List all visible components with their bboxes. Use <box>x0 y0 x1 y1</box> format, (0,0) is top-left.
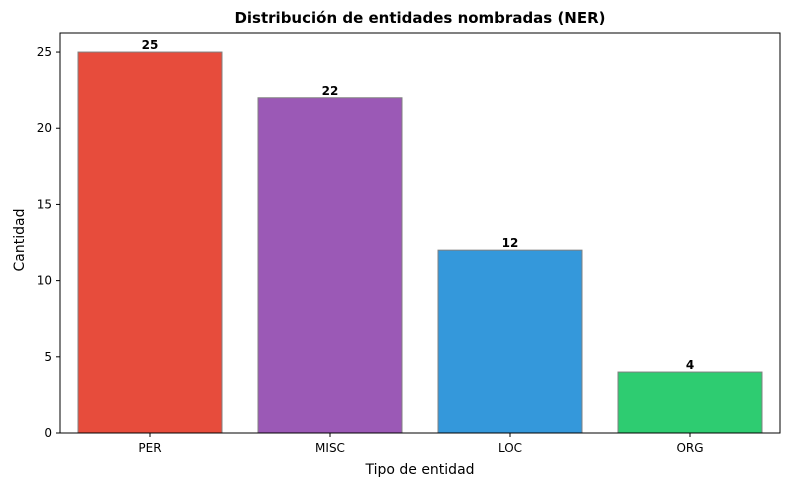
bar-loc <box>437 249 583 434</box>
y-tick-label: 10 <box>37 274 52 288</box>
plot-area: 25 PER 22 MISC 12 LOC 4 ORG 0 5 10 15 20 25 <box>37 32 781 455</box>
x-tick-label: LOC <box>498 441 522 455</box>
y-tick-label: 25 <box>37 45 52 59</box>
x-tick-label: MISC <box>315 441 345 455</box>
bar-value-label: 12 <box>502 236 519 250</box>
bar-value-label: 25 <box>142 38 159 52</box>
y-tick-label: 15 <box>37 197 52 211</box>
bar-misc <box>257 97 403 434</box>
x-tick-label: ORG <box>676 441 703 455</box>
y-tick-label: 5 <box>44 350 52 364</box>
bar-per <box>77 51 223 434</box>
bar-value-label: 22 <box>322 84 339 98</box>
bar-org <box>617 371 763 434</box>
y-axis-label-group: Cantidad <box>12 209 28 272</box>
bar-value-label: 4 <box>686 358 694 372</box>
plot-frame <box>59 32 781 434</box>
chart-title: Distribución de entidades nombradas (NER… <box>234 9 605 27</box>
x-tick-label: PER <box>138 441 161 455</box>
y-tick-label: 0 <box>44 426 52 440</box>
x-axis-label: Tipo de entidad <box>364 462 474 478</box>
y-axis-label: Cantidad <box>12 209 28 272</box>
y-tick-label: 20 <box>37 121 52 135</box>
